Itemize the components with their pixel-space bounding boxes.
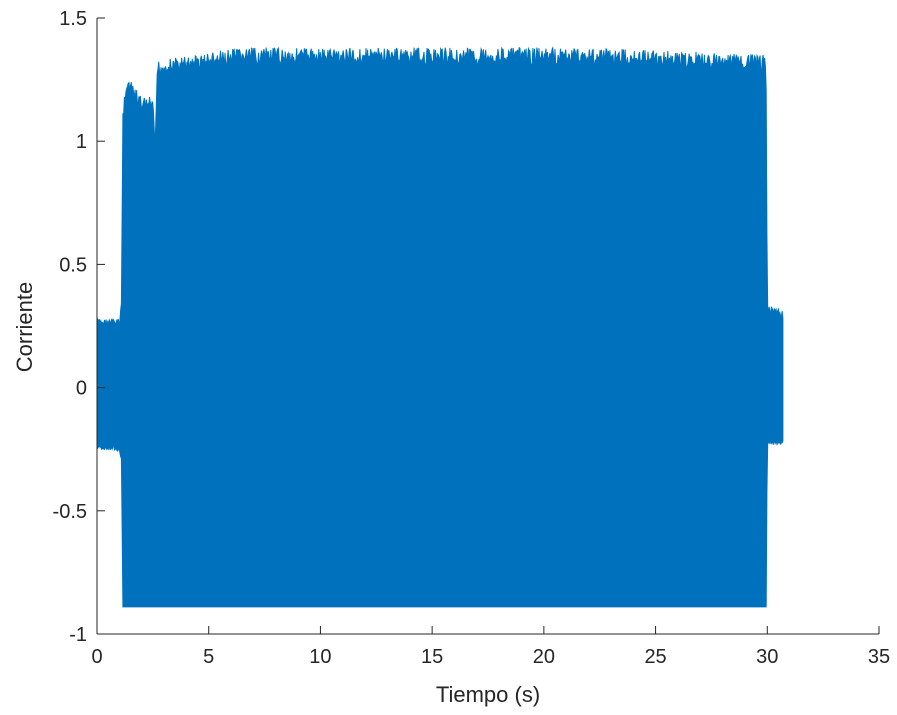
x-tick-label: 35 [868,646,890,668]
y-tick-label: 1 [76,131,87,153]
series-current [97,48,783,607]
x-tick-label: 0 [91,646,102,668]
x-tick-label: 15 [421,646,443,668]
y-tick-label: -0.5 [53,501,87,523]
x-tick-label: 25 [644,646,666,668]
x-tick-label: 30 [756,646,778,668]
y-tick-label: -1 [69,624,87,646]
x-tick-label: 5 [203,646,214,668]
x-tick-label: 10 [309,646,331,668]
plot-area [97,48,783,607]
x-tick-label: 20 [533,646,555,668]
y-axis-label: Corriente [12,282,37,372]
x-axis-label: Tiempo (s) [436,682,540,707]
y-tick-label: 1.5 [59,8,87,30]
y-tick-label: 0 [76,378,87,400]
y-tick-label: 0.5 [59,254,87,276]
